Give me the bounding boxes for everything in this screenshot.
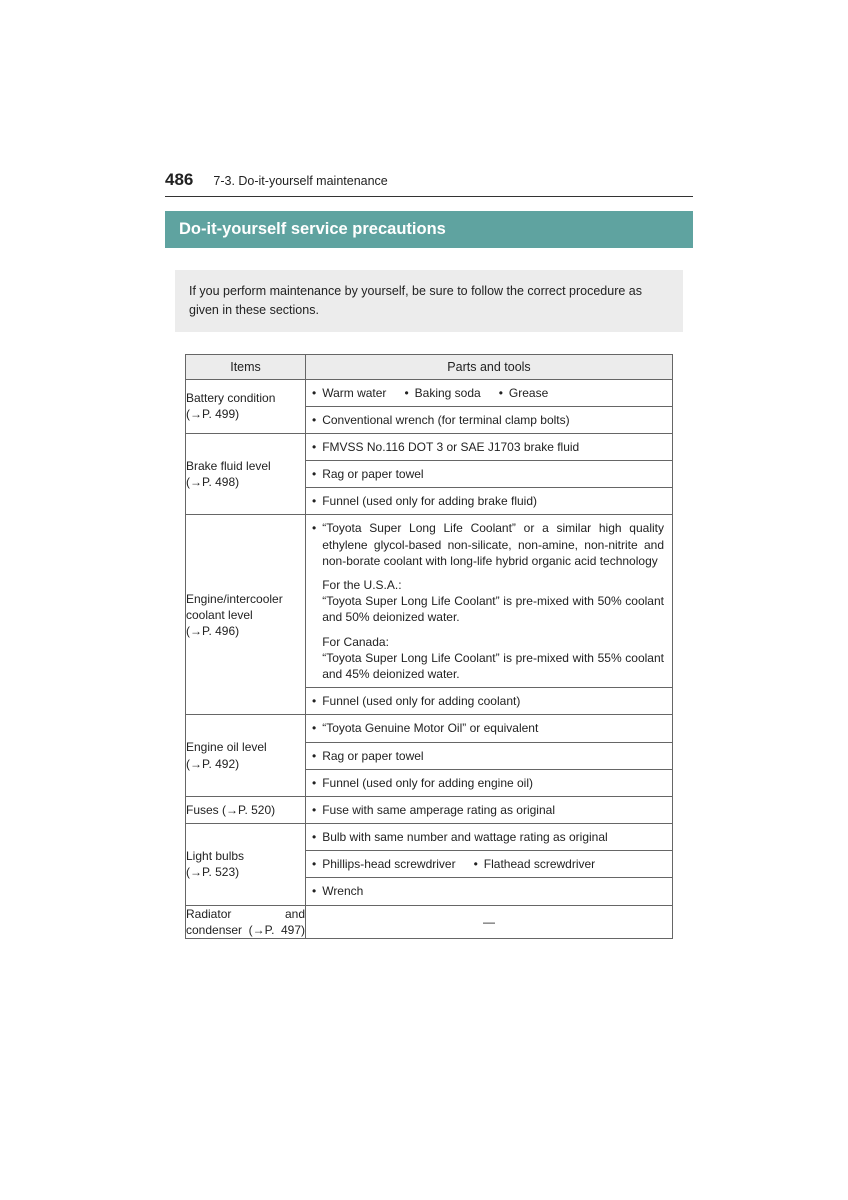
table-row: Radiator and condenser (→P. 497) —: [186, 905, 673, 938]
item-label: Battery condition: [186, 391, 275, 405]
tools-radiator: —: [306, 905, 673, 938]
item-oil: Engine oil level (→P. 492): [186, 715, 306, 797]
item-label: Engine/intercooler coolant level: [186, 592, 283, 622]
page-title: Do-it-yourself service precautions: [165, 211, 693, 248]
tool-line: • Funnel (used only for adding engine oil…: [306, 769, 672, 796]
item-brake: Brake fluid level (→P. 498): [186, 433, 306, 515]
item-ref: (→P. 498): [186, 475, 239, 489]
bullet-icon: •: [312, 748, 316, 764]
coolant-desc: “Toyota Super Long Life Coolant” or a si…: [322, 520, 664, 569]
table-row: Engine oil level (→P. 492) • “Toyota Genu…: [186, 715, 673, 797]
tool-line: • Wrench: [306, 877, 672, 904]
tool-text: Rag or paper towel: [322, 466, 664, 482]
item-label: Fuses (→P. 520): [186, 803, 275, 817]
col-items: Items: [186, 354, 306, 379]
tool-text: Grease: [509, 385, 548, 401]
bullet-icon: •: [312, 412, 316, 428]
tool-line: • Rag or paper towel: [306, 460, 672, 487]
page-number: 486: [165, 170, 193, 190]
canada-label: For Canada:: [322, 634, 664, 650]
intro-text: If you perform maintenance by yourself, …: [175, 270, 683, 332]
tool-line: • Funnel (used only for adding coolant): [306, 687, 672, 714]
tool-text: Flathead screwdriver: [484, 856, 595, 872]
item-ref: (→P. 499): [186, 407, 239, 421]
bullet-icon: •: [312, 385, 316, 401]
tool-line: • FMVSS No.116 DOT 3 or SAE J1703 brake f…: [306, 434, 672, 460]
section-path: 7-3. Do-it-yourself maintenance: [213, 174, 387, 188]
tool-text: Phillips-head screwdriver: [322, 856, 455, 872]
tool-text: Rag or paper towel: [322, 748, 664, 764]
item-ref: (→P. 523): [186, 865, 239, 879]
tools-bulbs: • Bulb with same number and wattage ratin…: [306, 824, 673, 906]
bullet-icon: •: [312, 775, 316, 791]
tool-text: Funnel (used only for adding brake fluid…: [322, 493, 664, 509]
usa-label: For the U.S.A.:: [322, 577, 664, 593]
tool-text: Baking soda: [415, 385, 481, 401]
table-header-row: Items Parts and tools: [186, 354, 673, 379]
table-row: Brake fluid level (→P. 498) • FMVSS No.11…: [186, 433, 673, 515]
coolant-canada: For Canada: “Toyota Super Long Life Cool…: [322, 634, 664, 683]
coolant-usa: For the U.S.A.: “Toyota Super Long Life …: [322, 577, 664, 626]
item-label: Brake fluid level: [186, 459, 271, 473]
item-label: Engine oil level: [186, 740, 267, 754]
tool-line: • Warm water • Baking soda • Grease: [306, 380, 672, 406]
bullet-icon: •: [312, 520, 316, 536]
tool-line: • Fuse with same amperage rating as origi…: [306, 797, 672, 823]
tool-line: • “Toyota Genuine Motor Oil” or equivalen…: [306, 715, 672, 741]
tools-battery: • Warm water • Baking soda • Grease • Conve…: [306, 379, 673, 433]
item-ref: (→P. 496): [186, 624, 239, 638]
table-row: Light bulbs (→P. 523) • Bulb with same nu…: [186, 824, 673, 906]
tool-text: Funnel (used only for adding coolant): [322, 693, 664, 709]
item-bulbs: Light bulbs (→P. 523): [186, 824, 306, 906]
tool-text: “Toyota Genuine Motor Oil” or equivalent: [322, 720, 664, 736]
bullet-icon: •: [312, 829, 316, 845]
bullet-icon: •: [312, 693, 316, 709]
tool-line: • Bulb with same number and wattage ratin…: [306, 824, 672, 850]
item-label: Radiator and condenser (→P. 497): [186, 907, 305, 937]
bullet-icon: •: [312, 493, 316, 509]
maintenance-table: Items Parts and tools Battery condition …: [185, 354, 673, 940]
bullet-icon: •: [404, 385, 408, 401]
tool-text: FMVSS No.116 DOT 3 or SAE J1703 brake fl…: [322, 439, 664, 455]
tool-text: Wrench: [322, 883, 664, 899]
table-row: Engine/intercooler coolant level (→P. 49…: [186, 515, 673, 715]
tool-text: Conventional wrench (for terminal clamp …: [322, 412, 664, 428]
item-coolant: Engine/intercooler coolant level (→P. 49…: [186, 515, 306, 715]
tools-coolant: • “Toyota Super Long Life Coolant” or a …: [306, 515, 673, 715]
tool-line: • Funnel (used only for adding brake flui…: [306, 487, 672, 514]
item-battery: Battery condition (→P. 499): [186, 379, 306, 433]
bullet-icon: •: [312, 883, 316, 899]
bullet-icon: •: [312, 439, 316, 455]
table-row: Battery condition (→P. 499) • Warm water …: [186, 379, 673, 433]
canada-text: “Toyota Super Long Life Coolant” is pre-…: [322, 650, 664, 682]
bullet-icon: •: [312, 466, 316, 482]
tool-line: • Rag or paper towel: [306, 742, 672, 769]
tools-brake: • FMVSS No.116 DOT 3 or SAE J1703 brake f…: [306, 433, 673, 515]
bullet-icon: •: [312, 856, 316, 872]
tool-text: Warm water: [322, 385, 386, 401]
tools-oil: • “Toyota Genuine Motor Oil” or equivalen…: [306, 715, 673, 797]
tool-text: Bulb with same number and wattage rating…: [322, 829, 664, 845]
usa-text: “Toyota Super Long Life Coolant” is pre-…: [322, 593, 664, 625]
tool-text: Funnel (used only for adding engine oil): [322, 775, 664, 791]
bullet-icon: •: [499, 385, 503, 401]
item-fuses: Fuses (→P. 520): [186, 796, 306, 823]
tool-line: • Conventional wrench (for terminal clam…: [306, 406, 672, 433]
table-row: Fuses (→P. 520) • Fuse with same amperage…: [186, 796, 673, 823]
bullet-icon: •: [312, 802, 316, 818]
tool-line: • Phillips-head screwdriver • Flathead scr…: [306, 850, 672, 877]
item-label: Light bulbs: [186, 849, 244, 863]
page-header: 486 7-3. Do-it-yourself maintenance: [165, 170, 693, 197]
tool-text-block: “Toyota Super Long Life Coolant” or a si…: [322, 520, 664, 682]
manual-page: 486 7-3. Do-it-yourself maintenance Do-i…: [0, 0, 848, 939]
tool-line: • “Toyota Super Long Life Coolant” or a …: [306, 515, 672, 687]
item-radiator: Radiator and condenser (→P. 497): [186, 905, 306, 938]
bullet-icon: •: [474, 856, 478, 872]
col-tools: Parts and tools: [306, 354, 673, 379]
tools-fuses: • Fuse with same amperage rating as origi…: [306, 796, 673, 823]
item-ref: (→P. 492): [186, 757, 239, 771]
dash: —: [483, 915, 495, 929]
bullet-icon: •: [312, 720, 316, 736]
tool-text: Fuse with same amperage rating as origin…: [322, 802, 664, 818]
